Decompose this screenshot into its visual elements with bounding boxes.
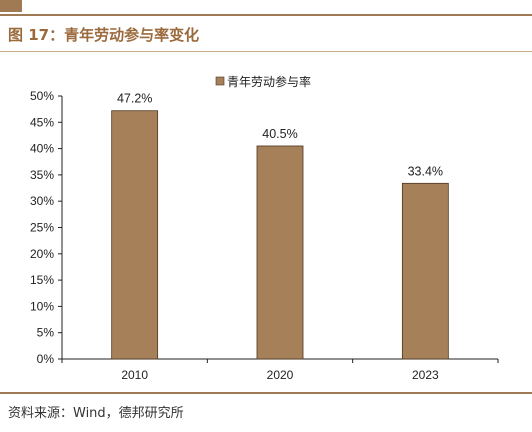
footer-rule	[0, 392, 532, 394]
figure-title: 图 17：青年劳动参与率变化	[8, 26, 200, 44]
x-axis-tick-labels: 2010 2020 2023	[121, 368, 439, 382]
y-tick-label: 40%	[30, 142, 54, 156]
data-label-2020: 40.5%	[262, 127, 297, 141]
y-tick-label: 25%	[30, 221, 54, 235]
legend-label: 青年劳动参与率	[227, 74, 311, 89]
bar-2010	[111, 110, 159, 360]
bar-2020	[256, 145, 304, 360]
x-tick-label: 2023	[412, 368, 439, 382]
y-tick-label: 45%	[30, 115, 54, 129]
y-tick-label: 30%	[30, 194, 54, 208]
data-label-2023: 33.4%	[408, 164, 443, 178]
y-tick-label: 0%	[37, 352, 55, 366]
title-underline	[0, 51, 532, 52]
bar-chart: 0% 5% 10% 15% 20% 25% 30% 35% 40% 45% 50% 47.2% 40.…	[30, 74, 499, 382]
x-tick-label: 2010	[121, 368, 148, 382]
legend-swatch	[215, 76, 225, 86]
y-axis-ticks: 0% 5% 10% 15% 20% 25% 30% 35% 40% 45% 50%	[30, 89, 499, 366]
bar-series: 47.2% 40.5% 33.4%	[111, 92, 449, 360]
y-tick-label: 35%	[30, 168, 54, 182]
source-note: 资料来源：Wind，德邦研究所	[8, 406, 184, 421]
y-tick-label: 10%	[30, 299, 54, 313]
header-rule	[0, 14, 532, 16]
data-label-2010: 47.2%	[117, 92, 152, 106]
bar-2023	[401, 182, 449, 360]
y-tick-label: 5%	[37, 326, 55, 340]
y-tick-label: 20%	[30, 247, 54, 261]
chart-legend: 青年劳动参与率	[215, 74, 311, 89]
y-tick-label: 50%	[30, 89, 54, 103]
header-accent-block	[0, 0, 22, 12]
y-tick-label: 15%	[30, 273, 54, 287]
x-tick-label: 2020	[267, 368, 294, 382]
